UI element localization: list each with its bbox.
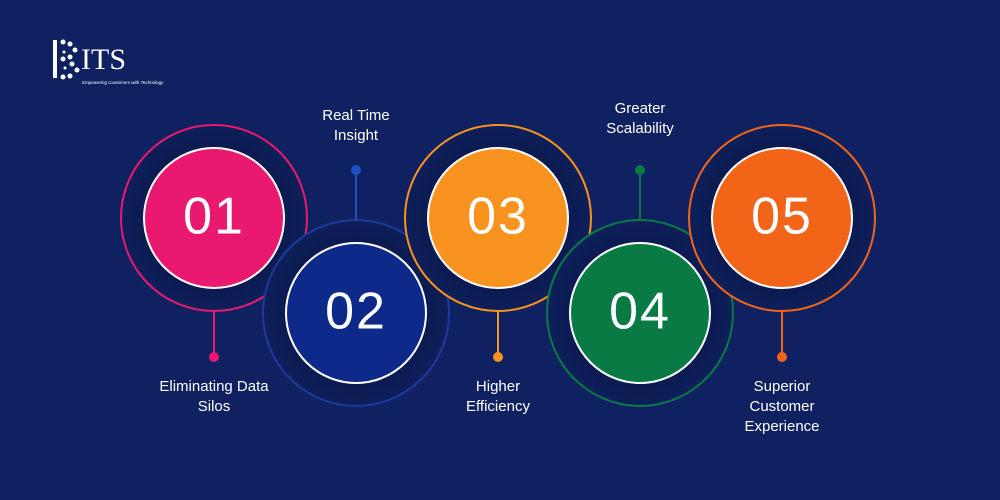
connector-dot: [493, 352, 503, 362]
logo-tagline: Empowering Customers with Technology: [82, 80, 164, 85]
step-label: Greater: [615, 100, 666, 117]
logo-mark: [53, 39, 80, 80]
step-circle: [427, 147, 569, 289]
step-number: 03: [467, 188, 529, 246]
step-circle: [569, 242, 711, 384]
step-circle: [143, 147, 285, 289]
step-label: Real Time: [322, 107, 390, 124]
connector-dot: [351, 165, 361, 175]
step-number: 04: [609, 283, 671, 341]
step-label: Silos: [198, 398, 231, 415]
steps: 01 Eliminating Data Silos 02 Real Time Insigh…: [120, 100, 876, 435]
step-label: Efficiency: [466, 398, 530, 415]
step-label: Superior: [754, 378, 811, 395]
step-label: Customer: [749, 398, 814, 415]
logo-text: ITS: [81, 43, 126, 76]
step-label: Eliminating Data: [159, 378, 269, 395]
step-number: 01: [183, 188, 245, 246]
step-label: Experience: [744, 418, 819, 435]
step-number: 05: [751, 188, 813, 246]
step-label: Higher: [476, 378, 520, 395]
connector-dot: [635, 165, 645, 175]
step-label: Scalability: [606, 120, 674, 137]
step-label: Insight: [334, 127, 379, 144]
logo: ITS Empowering Customers with Technology: [53, 39, 164, 85]
step-circle: [285, 242, 427, 384]
connector-dot: [209, 352, 219, 362]
step-number: 02: [325, 283, 387, 341]
connector-dot: [777, 352, 787, 362]
step-circle: [711, 147, 853, 289]
